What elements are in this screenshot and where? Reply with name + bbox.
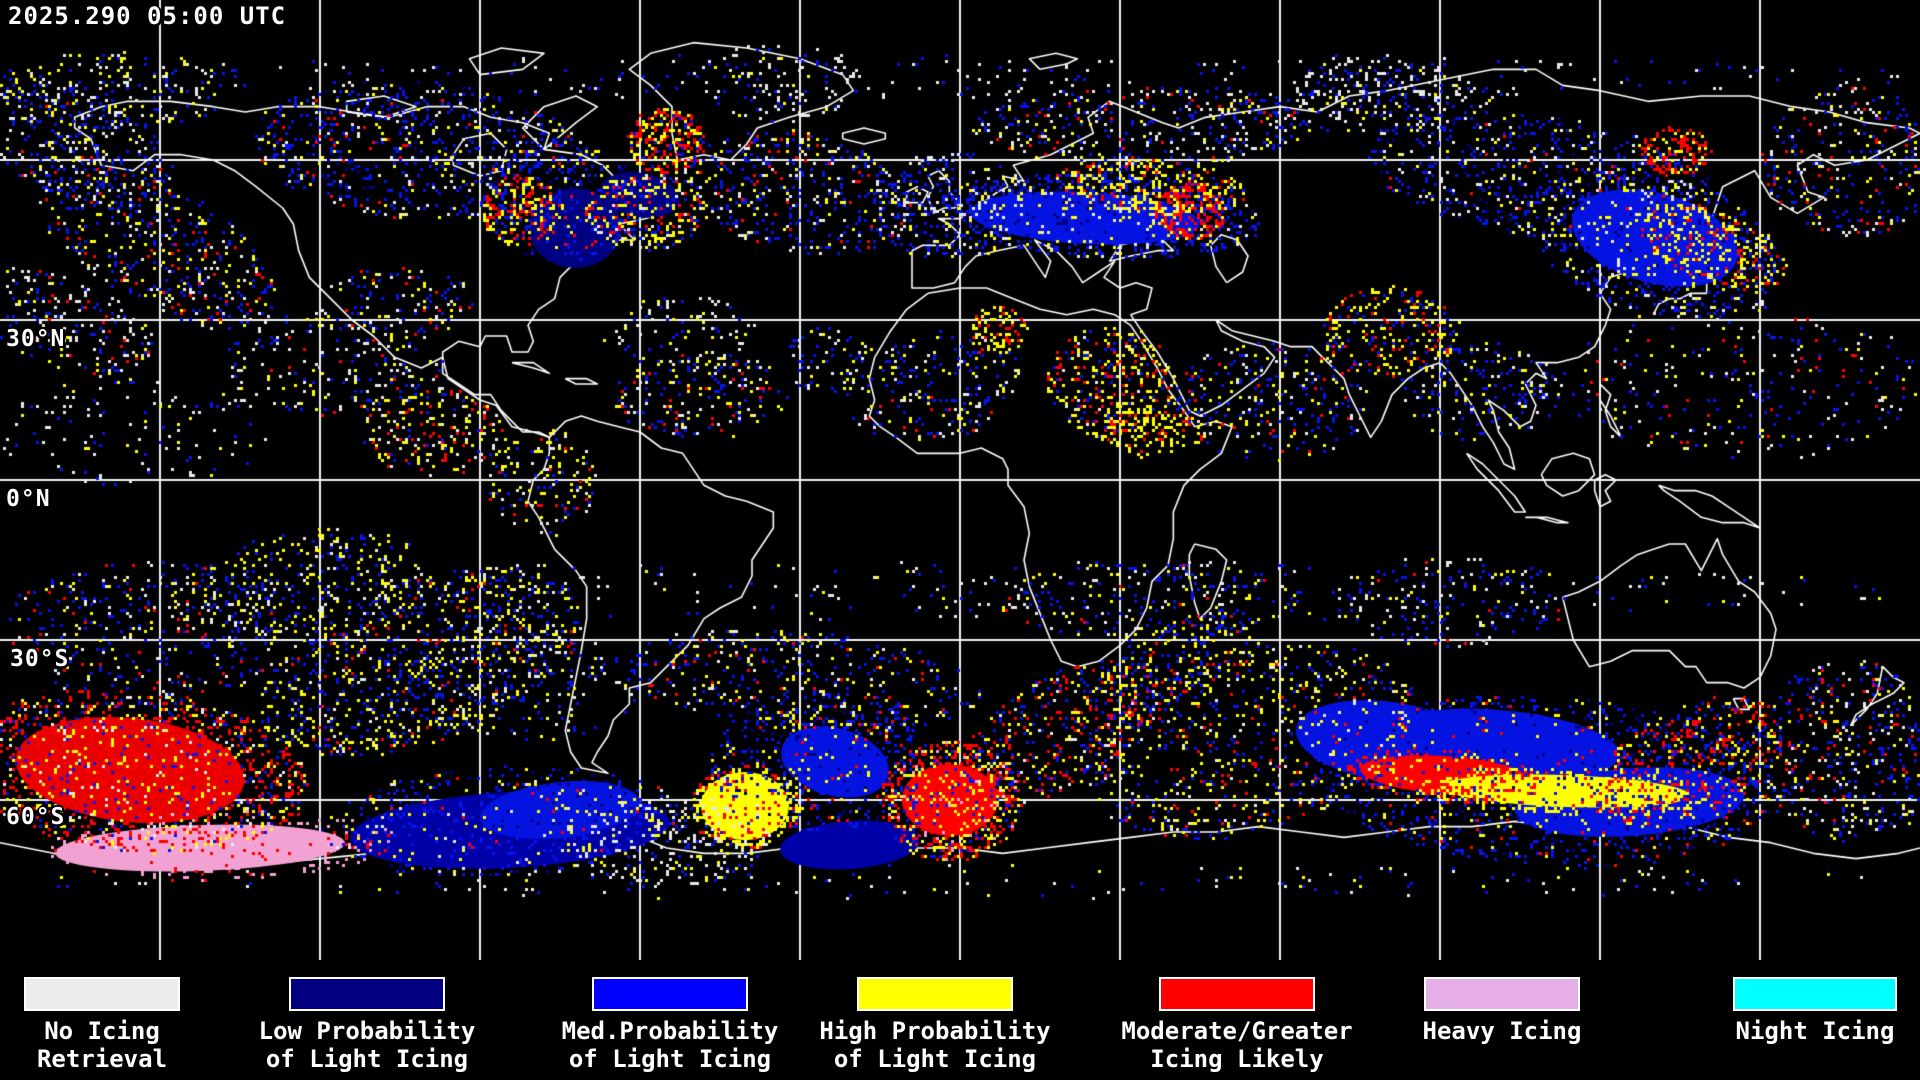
legend-label-night-icing: Night Icing — [1735, 1017, 1895, 1045]
legend-item-low-prob-light-icing: Low Probability of Light Icing — [207, 960, 527, 1073]
world-icing-map-canvas — [0, 0, 1920, 960]
legend-item-no-icing-retrieval: No Icing Retrieval — [0, 960, 262, 1073]
legend-swatch-high-prob-light-icing — [857, 977, 1013, 1011]
legend-item-med-prob-light-icing: Med.Probability of Light Icing — [510, 960, 830, 1073]
legend-label-med-prob-light-icing: of Light Icing — [568, 1045, 772, 1073]
legend-swatch-med-prob-light-icing — [592, 977, 748, 1011]
timestamp: 2025.290 05:00 UTC — [8, 2, 287, 30]
legend-item-high-prob-light-icing: High Probability of Light Icing — [775, 960, 1095, 1073]
latitude-label-30s: 30°S — [10, 646, 70, 672]
legend-item-heavy-icing: Heavy Icing — [1342, 960, 1662, 1045]
legend-swatch-moderate-greater-icing — [1159, 977, 1315, 1011]
legend-swatch-low-prob-light-icing — [289, 977, 445, 1011]
legend-swatch-heavy-icing — [1424, 977, 1580, 1011]
legend-swatch-night-icing — [1733, 977, 1897, 1011]
latitude-label-0n: 0°N — [6, 486, 51, 512]
legend-label-high-prob-light-icing: High Probability — [819, 1017, 1051, 1045]
legend-label-moderate-greater-icing: Moderate/Greater — [1121, 1017, 1353, 1045]
legend-label-low-prob-light-icing: of Light Icing — [265, 1045, 469, 1073]
legend-bar: No Icing Retrieval Low Probability of Light… — [0, 960, 1920, 1080]
legend-swatch-no-icing-retrieval — [24, 977, 180, 1011]
legend-label-no-icing-retrieval: Retrieval — [36, 1045, 168, 1073]
legend-label-moderate-greater-icing: Icing Likely — [1150, 1045, 1324, 1073]
legend-item-night-icing: Night Icing — [1655, 960, 1920, 1045]
legend-label-no-icing-retrieval: No Icing — [44, 1017, 160, 1045]
legend-label-med-prob-light-icing: Med.Probability — [561, 1017, 779, 1045]
legend-label-heavy-icing: Heavy Icing — [1422, 1017, 1582, 1045]
legend-label-low-prob-light-icing: Low Probability — [258, 1017, 476, 1045]
legend-label-high-prob-light-icing: of Light Icing — [833, 1045, 1037, 1073]
latitude-label-60s: 60°S — [6, 804, 66, 830]
legend-item-moderate-greater-icing: Moderate/Greater Icing Likely — [1077, 960, 1397, 1073]
latitude-label-30n: 30°N — [6, 326, 66, 352]
